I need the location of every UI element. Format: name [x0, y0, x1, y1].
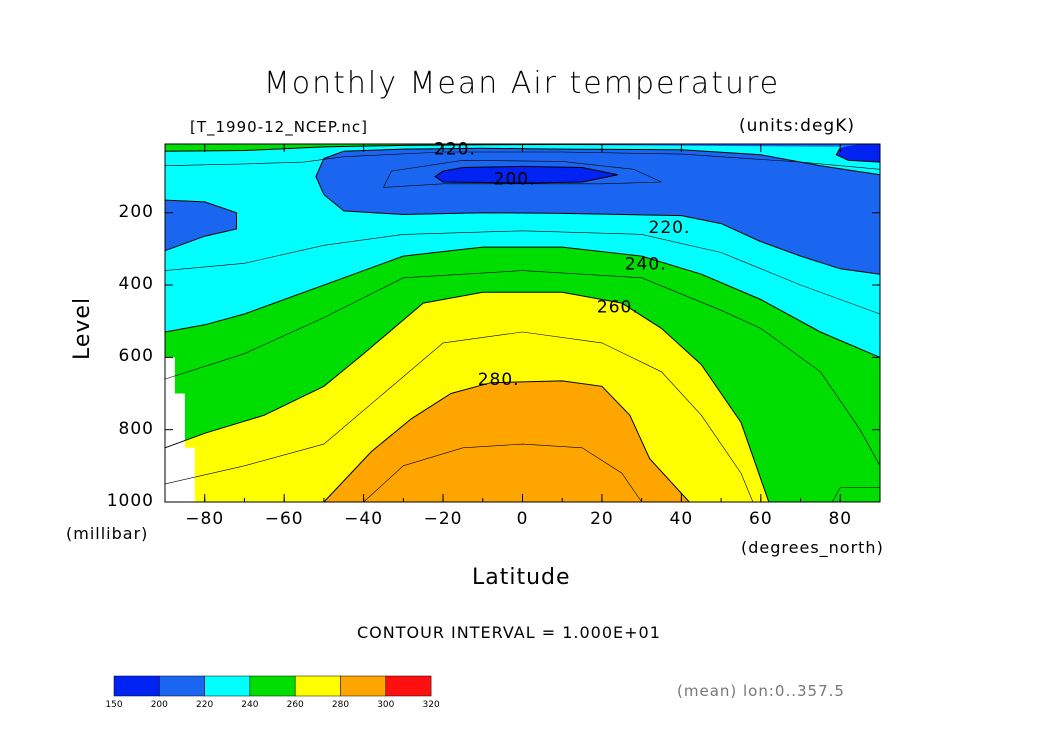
units-label: (units:degK)	[739, 116, 855, 136]
contour-label: 220.	[649, 218, 691, 238]
contour-line-bold	[164, 199, 237, 252]
x-tick-label: −60	[264, 509, 304, 529]
y-tick-label: 600	[118, 346, 154, 367]
contour-label: 240.	[625, 254, 667, 274]
colorbar-swatch	[204, 675, 251, 697]
contour-line-bold	[315, 158, 881, 275]
colorbar-level-label: 300	[377, 700, 395, 710]
contour-interval-label: CONTOUR INTERVAL = 1.000E+01	[357, 623, 661, 642]
band-lt200-core	[435, 166, 618, 184]
x-tick-label: −80	[185, 509, 225, 529]
y-tick-label: 400	[118, 274, 154, 295]
x-units-label: (degrees_north)	[741, 538, 884, 557]
contour-line-thin	[164, 270, 881, 466]
band-lt200-right	[836, 144, 880, 163]
contour-label: 220.	[434, 139, 476, 159]
band-200-220-left	[165, 200, 237, 251]
colorbar-level-label: 220	[196, 700, 214, 710]
colorbar-swatch	[113, 675, 160, 697]
colorbar-level-label: 240	[241, 700, 259, 710]
x-tick-label: 80	[828, 509, 853, 529]
chart-title: Monthly Mean Air temperature	[263, 66, 781, 101]
y-tick-label: 800	[118, 418, 154, 439]
x-tick-label: 40	[669, 509, 694, 529]
contour-line-bold	[164, 246, 881, 358]
contour-line-bold	[323, 380, 690, 503]
x-tick-label: 20	[590, 509, 614, 529]
mean-note: (mean) lon:0..357.5	[677, 682, 845, 700]
contour-line-bold	[164, 291, 770, 503]
x-tick-label: 60	[749, 509, 773, 529]
contour-line-thin	[383, 159, 662, 188]
colorbar-level-label: 280	[331, 700, 350, 710]
y-tick-label: 200	[118, 201, 154, 222]
x-axis-title: Latitude	[472, 565, 571, 590]
contour-label: 260.	[597, 298, 639, 318]
contour-line-thin	[832, 487, 880, 503]
file-label: [T_1990-12_NCEP.nc]	[190, 118, 368, 136]
contour-line-bold	[835, 147, 881, 163]
contour-line-thin	[164, 331, 754, 503]
colorbar-swatch	[385, 675, 432, 697]
contour-label: 200.	[494, 169, 536, 189]
x-tick-label: −20	[423, 509, 463, 529]
colorbar-swatch	[294, 675, 341, 697]
colorbar-level-label: 150	[105, 700, 123, 710]
x-tick-label: −40	[344, 509, 384, 529]
colorbar-swatch	[249, 675, 296, 697]
colorbar-swatch	[159, 675, 205, 697]
colorbar-level-label: 320	[422, 700, 440, 710]
colorbar-level-label: 200	[150, 700, 168, 710]
y-units-label: (millibar)	[66, 524, 149, 543]
x-tick-label: 0	[516, 509, 529, 529]
contour-label: 280.	[478, 370, 520, 390]
colorbar-level-label: 260	[286, 700, 304, 710]
band-240-260-top	[165, 144, 682, 152]
contour-line-thin	[363, 443, 642, 503]
band-280-300	[323, 380, 690, 502]
missing-data	[165, 357, 195, 502]
colorbar-swatch	[340, 675, 387, 697]
contour-line-thin	[164, 230, 881, 315]
y-tick-label: 1000	[106, 491, 154, 511]
contour-line-bold	[434, 165, 618, 184]
